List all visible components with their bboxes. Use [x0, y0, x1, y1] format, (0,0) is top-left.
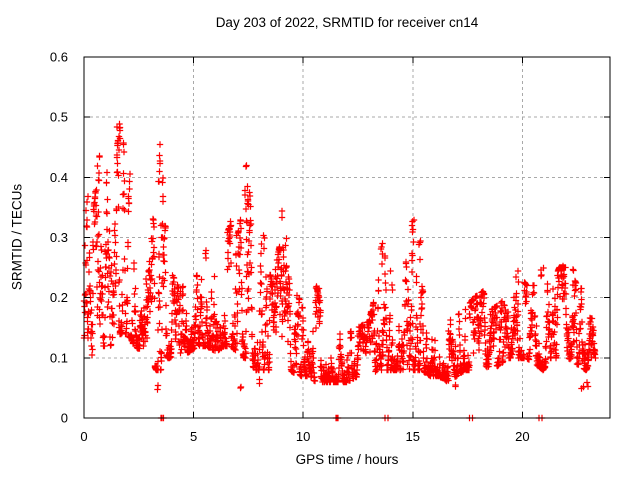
y-tick-label: 0.6: [50, 50, 68, 65]
x-tick-label: 20: [515, 429, 529, 444]
x-axis-label: GPS time / hours: [295, 452, 399, 467]
y-tick-label: 0.2: [50, 290, 68, 305]
y-tick-label: 0.1: [50, 350, 68, 365]
x-tick-label: 5: [190, 429, 197, 444]
plot-frame: [83, 56, 611, 419]
y-tick-label: 0: [61, 411, 68, 426]
tick-labels: 0 0.1 0.2 0.3 0.4 0.5 0.6 0 5 10 15 20: [50, 50, 530, 445]
x-tick-label: 15: [406, 429, 420, 444]
y-tick-label: 0.5: [50, 110, 68, 125]
chart-title: Day 203 of 2022, SRMTID for receiver cn1…: [215, 15, 479, 30]
y-tick-label: 0.4: [50, 170, 68, 185]
x-tick-label: 10: [296, 429, 310, 444]
x-tick-label: 0: [80, 429, 87, 444]
y-axis-label: SRMTID / TECUs: [9, 183, 25, 291]
data-points: [80, 120, 599, 422]
y-tick-label: 0.3: [50, 230, 68, 245]
